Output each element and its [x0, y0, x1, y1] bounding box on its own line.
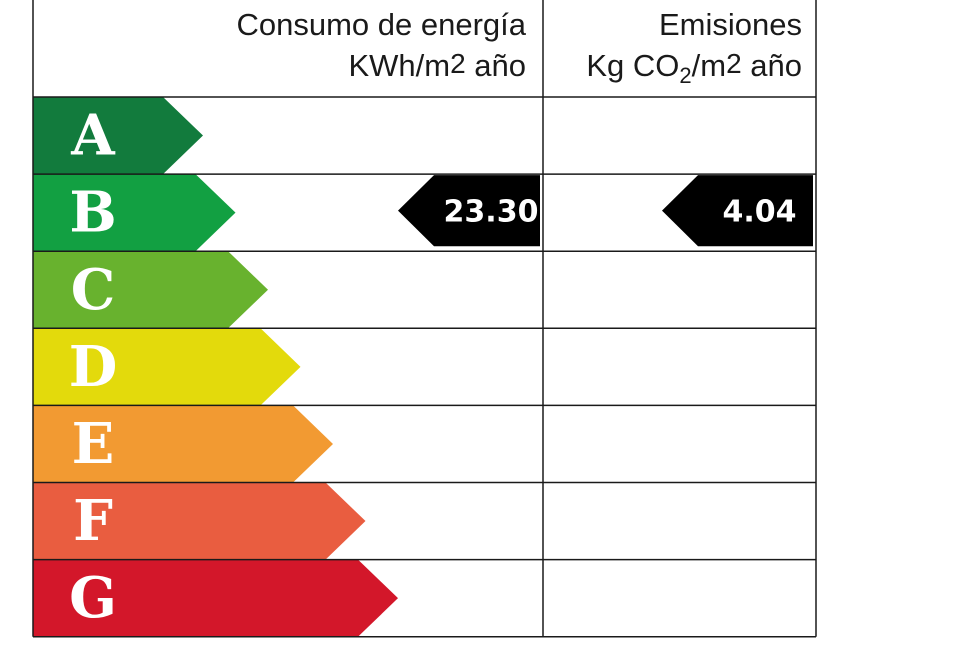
energy-pointer [398, 175, 540, 247]
rating-bar-e [33, 405, 333, 483]
emissions-unit-suffix: año [741, 48, 802, 83]
energy-unit-superscript: 2 [450, 48, 466, 79]
rating-letter-c: C [71, 257, 116, 323]
emissions-unit-prefix: Kg CO [586, 48, 680, 83]
energy-unit-suffix: año [465, 48, 526, 83]
emissions-column-header: Emisiones Kg CO2/m2 año [548, 4, 802, 89]
emissions-unit-mid: /m [691, 48, 727, 83]
energy-unit-prefix: KWh/m [348, 48, 451, 83]
rating-bar-f [33, 482, 366, 560]
rating-letter-a: A [70, 103, 116, 169]
energy-column-header: Consumo de energía KWh/m2 año [40, 4, 526, 87]
emissions-header-line2: Kg CO2/m2 año [548, 45, 802, 89]
energy-header-line1: Consumo de energía [236, 7, 526, 42]
rating-bar-g [33, 559, 398, 637]
energy-header-line2: KWh/m2 año [40, 45, 526, 87]
rating-bar-a [33, 97, 203, 175]
rating-letter-d: D [69, 334, 118, 400]
emissions-value-label: 4.04 [722, 195, 796, 230]
energy-value-label: 23.30 [444, 195, 539, 230]
emissions-header-line1: Emisiones [659, 7, 802, 42]
emissions-unit-superscript: 2 [726, 48, 742, 79]
rating-letter-f: F [73, 488, 113, 554]
rating-bar-b [33, 174, 236, 252]
rating-letter-b: B [69, 180, 116, 246]
rating-letter-g: G [69, 565, 117, 631]
emissions-pointer [662, 175, 813, 247]
rating-bar-d [33, 328, 301, 406]
rating-bar-c [33, 251, 268, 329]
rating-letter-e: E [72, 411, 115, 477]
emissions-unit-subscript: 2 [679, 63, 692, 88]
